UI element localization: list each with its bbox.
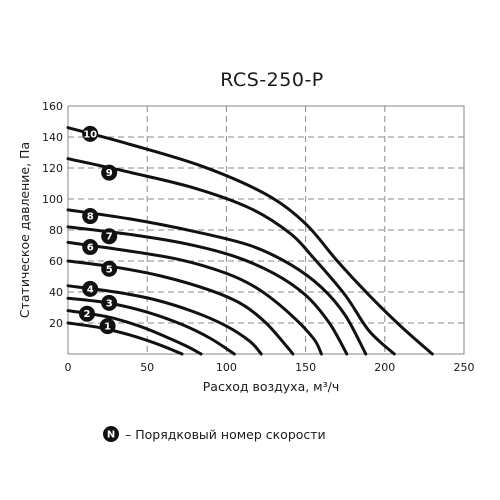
x-axis-ticks: 0 50 100 150 200 250: [65, 361, 475, 374]
speed-badge-4: 4: [82, 280, 99, 297]
speed-badge-circle: [99, 318, 116, 335]
speed-badge-circle: [82, 239, 99, 256]
y-tick-label: 100: [42, 193, 63, 206]
speed-badge-10: 10: [82, 125, 99, 142]
speed-badge-circle: [82, 125, 99, 142]
speed-curve-4: [66, 284, 263, 356]
speed-badge-label: 10: [83, 129, 97, 140]
y-tick-label: 120: [42, 162, 63, 175]
y-tick-label: 80: [49, 224, 63, 237]
grid: [68, 106, 464, 354]
speed-badge-8: 8: [82, 208, 99, 225]
y-tick-label: 40: [49, 286, 63, 299]
speed-badges: 1 2 3 4 5 6 7 8 9 10: [79, 125, 118, 335]
speed-badge-circle: [79, 305, 96, 322]
speed-badge-7: 7: [101, 228, 118, 245]
y-axis-ticks: 20 40 60 80 100 120 140 160: [42, 100, 63, 330]
speed-curve-1: [66, 321, 184, 356]
speed-curve-5: [66, 259, 295, 356]
speed-badge-label: 6: [87, 243, 94, 254]
speed-curve-9: [66, 157, 396, 356]
x-tick-label: 50: [140, 361, 154, 374]
legend: N – Порядковый номер скорости: [103, 426, 326, 442]
plot-frame: [67, 105, 465, 355]
speed-curve-7: [66, 225, 349, 356]
speed-curve-8: [66, 208, 368, 356]
speed-badge-label: 8: [87, 212, 94, 223]
y-tick-label: 160: [42, 100, 63, 113]
speed-badge-3: 3: [101, 294, 118, 311]
speed-badge-label: 1: [104, 322, 111, 333]
x-tick-label: 150: [295, 361, 316, 374]
speed-badge-circle: [82, 208, 99, 225]
speed-badge-label: 4: [87, 284, 94, 295]
chart-title: RCS-250-P: [220, 69, 324, 91]
legend-text: – Порядковый номер скорости: [125, 427, 326, 442]
speed-curve-6: [66, 240, 323, 356]
legend-symbol: N: [103, 426, 119, 442]
speed-badge-label: 3: [106, 298, 113, 309]
x-tick-label: 100: [216, 361, 237, 374]
speed-badge-circle: [101, 294, 118, 311]
x-tick-label: 200: [374, 361, 395, 374]
x-tick-label: 250: [454, 361, 475, 374]
y-tick-label: 140: [42, 131, 63, 144]
legend-symbol-text: N: [107, 430, 115, 441]
speed-badge-label: 5: [106, 264, 113, 275]
speed-badge-circle: [82, 280, 99, 297]
speed-badge-label: 9: [106, 168, 113, 179]
speed-badge-circle: [101, 228, 118, 245]
speed-badge-label: 2: [84, 309, 91, 320]
speed-curve-10: [66, 126, 434, 356]
speed-badge-1: 1: [99, 318, 116, 335]
speed-curves: [66, 126, 434, 356]
speed-badge-6: 6: [82, 239, 99, 256]
speed-badge-label: 7: [106, 232, 113, 243]
speed-badge-circle: [101, 164, 118, 181]
x-axis-label: Расход воздуха, м³/ч: [203, 379, 339, 394]
y-axis-label: Статическое давление, Па: [17, 142, 32, 318]
speed-curve-2: [66, 309, 203, 356]
y-tick-label: 60: [49, 255, 63, 268]
x-tick-label: 0: [65, 361, 72, 374]
speed-badge-5: 5: [101, 260, 118, 277]
y-tick-label: 20: [49, 317, 63, 330]
speed-badge-2: 2: [79, 305, 96, 322]
speed-badge-circle: [101, 260, 118, 277]
speed-badge-9: 9: [101, 164, 118, 181]
